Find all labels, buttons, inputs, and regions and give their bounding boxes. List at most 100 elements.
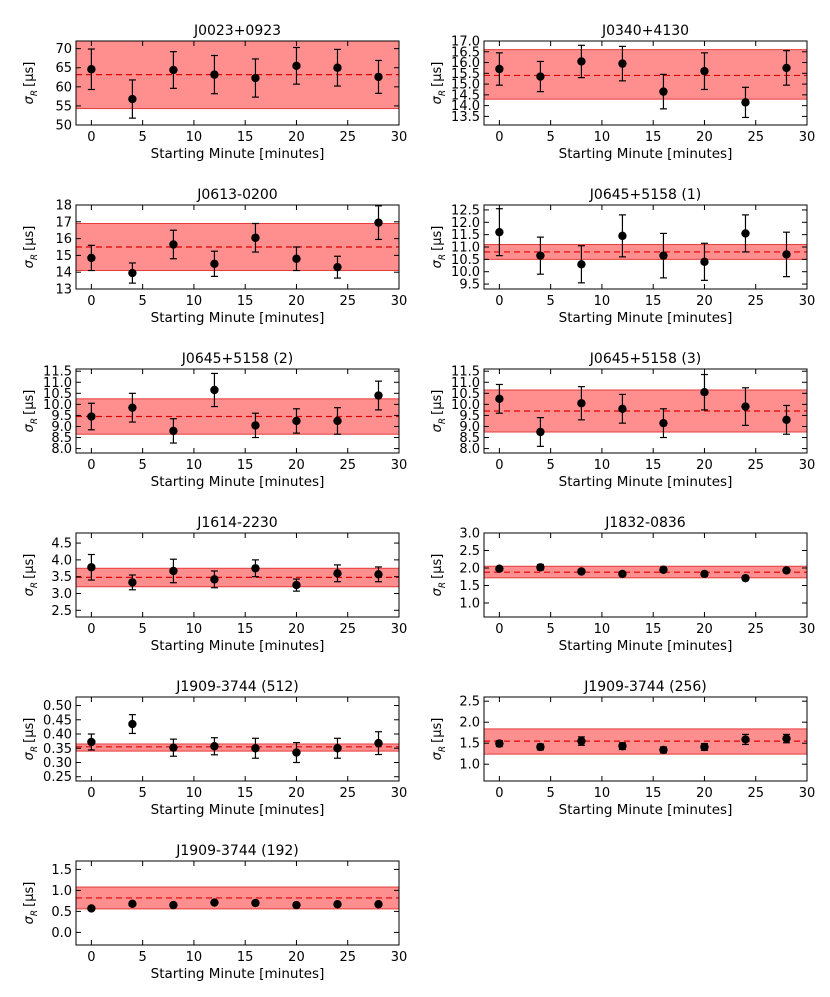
ylabel-symbol: σ bbox=[22, 423, 37, 432]
x-tick-label: 30 bbox=[391, 458, 408, 473]
chart-panel: 0 5 10 15 20 25 30 2.5 3.0 3.5 4.04.5 J1614-2230 Sta… bbox=[22, 515, 407, 654]
x-tick-label: 15 bbox=[237, 950, 254, 965]
axes-frame bbox=[75, 860, 400, 946]
y-tick-label: 9.5 bbox=[459, 409, 480, 424]
data-point bbox=[292, 61, 301, 71]
data-point bbox=[169, 566, 178, 576]
x-tick-label: 20 bbox=[288, 786, 305, 801]
y-tick-label: 0.45 bbox=[43, 713, 72, 728]
y-tick-label: 9.5 bbox=[51, 409, 72, 424]
data-point bbox=[374, 738, 383, 748]
y-axis-label: σR [μs] bbox=[22, 718, 40, 761]
x-axis-label: Starting Minute [minutes] bbox=[151, 638, 325, 654]
x-tick-label: 0 bbox=[87, 786, 95, 801]
y-axis-label: σR [μs] bbox=[430, 554, 448, 597]
y-tick-label: 0.40 bbox=[43, 728, 72, 743]
x-tick-label: 10 bbox=[186, 786, 203, 801]
x-tick-label: 30 bbox=[391, 622, 408, 637]
data-point bbox=[87, 737, 96, 747]
data-point bbox=[741, 573, 750, 583]
data-point bbox=[292, 254, 301, 263]
data-point bbox=[292, 900, 301, 910]
x-axis-label: Starting Minute [minutes] bbox=[559, 146, 733, 162]
y-tick-label: 10.0 bbox=[43, 398, 72, 413]
x-tick-label: 0 bbox=[495, 622, 503, 637]
y-tick-label: 8.0 bbox=[51, 442, 72, 457]
plot-area bbox=[484, 44, 807, 119]
x-tick-label: 5 bbox=[139, 786, 147, 801]
y-tick-label: 8.0 bbox=[459, 442, 480, 457]
x-tick-label: 20 bbox=[696, 458, 713, 473]
chart-title: J1832-0836 bbox=[604, 515, 686, 531]
x-tick-label: 20 bbox=[288, 294, 305, 309]
data-point bbox=[87, 253, 96, 263]
y-tick-label: 4.0 bbox=[51, 553, 72, 568]
plot-area bbox=[76, 714, 399, 764]
ylabel-unit: [μs] bbox=[22, 882, 37, 907]
x-tick-label: 15 bbox=[645, 786, 662, 801]
chart-title: J0645+5158 (3) bbox=[589, 351, 701, 367]
y-tick-label: 14.0 bbox=[451, 99, 480, 114]
y-tick-label: 55 bbox=[55, 99, 72, 114]
x-tick-label: 10 bbox=[186, 130, 203, 145]
y-tick-label: 2.5 bbox=[51, 604, 72, 619]
y-tick-label: 9.0 bbox=[51, 420, 72, 435]
x-axis-label: Starting Minute [minutes] bbox=[559, 474, 733, 490]
data-point bbox=[577, 260, 586, 269]
x-tick-label: 20 bbox=[696, 294, 713, 309]
chart-title: J1614-2230 bbox=[196, 515, 277, 531]
data-point bbox=[333, 744, 342, 753]
data-point bbox=[618, 231, 627, 241]
y-tick-label: 12.0 bbox=[451, 216, 480, 231]
x-tick-label: 25 bbox=[747, 622, 764, 637]
data-point bbox=[210, 385, 219, 395]
y-axis-label: σR [μs] bbox=[430, 390, 448, 433]
data-point bbox=[495, 227, 504, 237]
x-tick-label: 0 bbox=[495, 130, 503, 145]
x-tick-label: 15 bbox=[645, 130, 662, 145]
x-tick-label: 10 bbox=[594, 130, 611, 145]
x-tick-label: 15 bbox=[237, 458, 254, 473]
data-point bbox=[87, 65, 96, 74]
ylabel-unit: [μs] bbox=[22, 718, 37, 743]
ylabel-subscript: R bbox=[438, 90, 448, 96]
ylabel-unit: [μs] bbox=[430, 62, 445, 87]
axes-frame bbox=[75, 532, 400, 618]
data-point bbox=[741, 98, 750, 107]
chart-panel: 0 5 10 15 20 25 30 8.08.59.09.510.010.511.011.5… bbox=[430, 351, 815, 490]
y-tick-label: 15.0 bbox=[451, 78, 480, 93]
data-point bbox=[333, 569, 342, 578]
y-tick-label: 8.5 bbox=[459, 431, 480, 446]
data-point bbox=[741, 229, 750, 238]
ylabel-subscript: R bbox=[438, 582, 448, 588]
x-tick-label: 0 bbox=[87, 130, 95, 145]
data-point bbox=[659, 565, 668, 574]
data-point bbox=[251, 898, 260, 908]
x-tick-label: 25 bbox=[339, 130, 356, 145]
x-tick-label: 30 bbox=[391, 294, 408, 309]
x-tick-label: 30 bbox=[391, 950, 408, 965]
data-point bbox=[292, 416, 301, 426]
data-point bbox=[659, 87, 668, 96]
data-point bbox=[618, 404, 627, 413]
data-point bbox=[536, 563, 545, 572]
data-point bbox=[577, 567, 586, 576]
data-point bbox=[495, 394, 504, 404]
ylabel-unit: [μs] bbox=[22, 62, 37, 87]
y-tick-label: 0.5 bbox=[51, 905, 72, 920]
axes-frame bbox=[75, 40, 400, 126]
axes-frame bbox=[483, 368, 808, 454]
data-point bbox=[700, 569, 709, 579]
y-tick-label: 1.5 bbox=[459, 737, 480, 752]
x-tick-label: 10 bbox=[594, 622, 611, 637]
y-tick-label: 10.5 bbox=[451, 253, 480, 268]
ylabel-symbol: σ bbox=[22, 587, 37, 596]
x-tick-label: 15 bbox=[237, 786, 254, 801]
y-tick-label: 10.0 bbox=[451, 398, 480, 413]
x-tick-label: 10 bbox=[594, 786, 611, 801]
x-axis-label: Starting Minute [minutes] bbox=[151, 966, 325, 982]
y-axis-label: σR [μs] bbox=[430, 226, 448, 269]
chart-title: J0340+4130 bbox=[601, 23, 689, 39]
y-tick-label: 3.0 bbox=[459, 527, 480, 542]
chart-panel: 0 5 10 15 20 25 30 13.514.014.515.015.516.016.5… bbox=[430, 23, 815, 162]
